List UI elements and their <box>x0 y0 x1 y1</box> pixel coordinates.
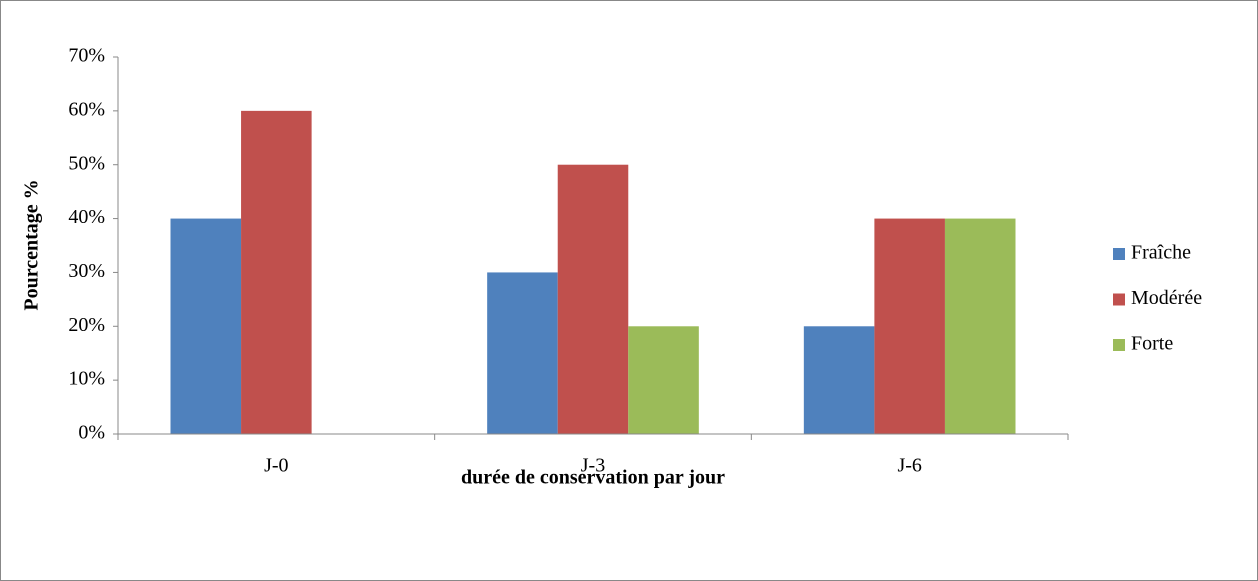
x-axis-title: durée de conservation par jour <box>461 467 725 489</box>
y-tick-label: 30% <box>68 260 105 282</box>
bar <box>487 272 558 434</box>
x-tick-label: J-6 <box>897 455 921 477</box>
y-tick-label: 20% <box>68 314 105 336</box>
bar <box>874 218 945 434</box>
bar <box>803 326 875 434</box>
legend-swatch <box>1113 339 1125 351</box>
legend-label: Forte <box>1131 333 1173 355</box>
legend-label: Modérée <box>1131 287 1202 309</box>
x-tick-label: J-0 <box>264 455 288 477</box>
bar <box>241 110 312 434</box>
y-axis-title: Pourcentage % <box>21 179 43 310</box>
y-tick-label: 10% <box>68 368 105 390</box>
legend-swatch <box>1113 248 1125 260</box>
bar <box>170 218 242 434</box>
y-tick-label: 40% <box>68 206 105 228</box>
legend-swatch <box>1113 293 1125 306</box>
bar <box>944 218 1016 434</box>
y-tick-label: 0% <box>78 422 105 444</box>
x-tick-label: J-3 <box>581 455 605 477</box>
y-tick-label: 70% <box>68 45 105 67</box>
y-tick-label: 50% <box>68 152 105 174</box>
bar <box>628 326 699 434</box>
legend-label: Fraîche <box>1131 242 1191 264</box>
y-tick-label: 60% <box>68 98 105 120</box>
bar <box>557 164 629 434</box>
